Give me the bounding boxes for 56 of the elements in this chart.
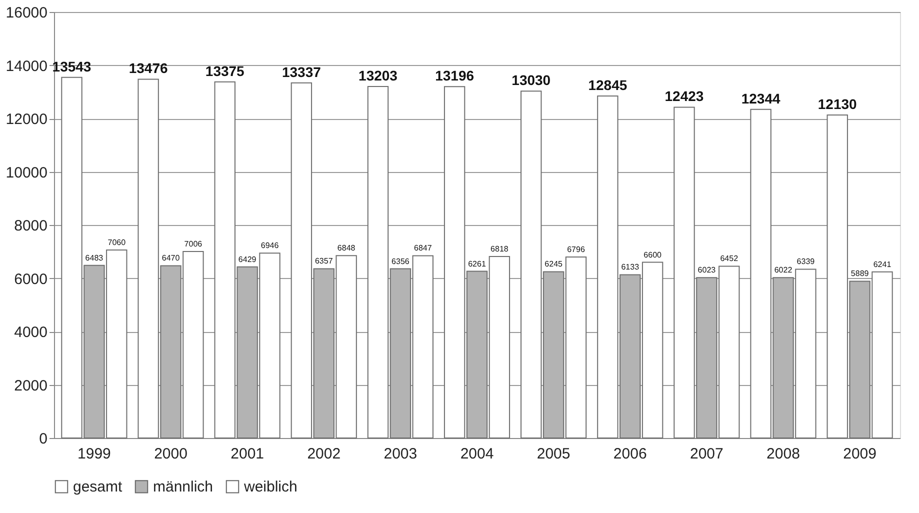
data-label: 6452 <box>720 254 739 264</box>
y-tick-label: 2000 <box>14 377 48 394</box>
data-label: 13375 <box>205 62 245 79</box>
data-label: 6022 <box>774 266 793 275</box>
data-label: 6241 <box>873 260 892 269</box>
data-label: 12130 <box>818 96 858 112</box>
data-label: 12845 <box>588 77 628 93</box>
data-label: 6339 <box>796 257 816 266</box>
data-label: 13196 <box>435 68 474 84</box>
x-tick-label: 2000 <box>154 446 188 462</box>
x-tick-label: 1999 <box>78 446 111 462</box>
x-tick-label: 2002 <box>307 446 341 462</box>
data-label: 13203 <box>358 67 398 84</box>
data-label: 6357 <box>314 256 334 266</box>
y-tick-label: 10000 <box>6 164 48 182</box>
data-label: 13476 <box>128 60 168 76</box>
data-label: 7006 <box>184 239 203 248</box>
data-label: 12344 <box>741 90 780 106</box>
data-label: 6133 <box>621 262 640 272</box>
data-label: 6818 <box>490 244 509 254</box>
data-label: 6470 <box>162 254 180 263</box>
data-label: 6946 <box>260 241 280 250</box>
y-tick-label: 6000 <box>14 270 48 288</box>
data-label: 6600 <box>644 250 662 260</box>
data-label: 6261 <box>468 259 486 268</box>
data-label: 5889 <box>850 269 870 278</box>
data-label: 6023 <box>698 266 716 275</box>
data-label: 6429 <box>238 254 257 264</box>
x-tick-label: 2007 <box>690 446 724 462</box>
y-tick-label: 14000 <box>6 58 48 75</box>
legend-label: männlich <box>153 478 214 496</box>
x-tick-label: 2009 <box>843 446 876 462</box>
x-tick-label: 2004 <box>460 446 494 462</box>
data-label: 6483 <box>85 253 104 262</box>
x-tick-label: 2001 <box>230 446 264 462</box>
y-tick-label: 4000 <box>14 324 48 341</box>
x-tick-label: 2008 <box>766 446 800 462</box>
data-label: 6356 <box>392 256 410 266</box>
y-tick-label: 16000 <box>6 4 48 22</box>
data-label: 6245 <box>544 260 564 269</box>
x-tick-label: 2005 <box>536 446 570 462</box>
y-tick-label: 0 <box>39 430 48 448</box>
data-label: 13543 <box>52 58 92 74</box>
y-tick-label: 8000 <box>14 218 48 234</box>
data-label: 12423 <box>664 88 704 104</box>
y-tick-label: 12000 <box>6 111 48 128</box>
data-label: 13030 <box>512 72 551 88</box>
data-label: 6848 <box>337 244 356 253</box>
legend-label: gesamt <box>73 478 124 496</box>
data-label: 7060 <box>108 238 126 248</box>
data-label: 6796 <box>567 245 586 254</box>
data-label: 6847 <box>414 244 432 253</box>
legend-label: weiblich <box>243 478 298 496</box>
x-tick-label: 2006 <box>613 446 647 462</box>
data-label: 13337 <box>282 64 322 80</box>
x-tick-label: 2003 <box>384 446 418 462</box>
